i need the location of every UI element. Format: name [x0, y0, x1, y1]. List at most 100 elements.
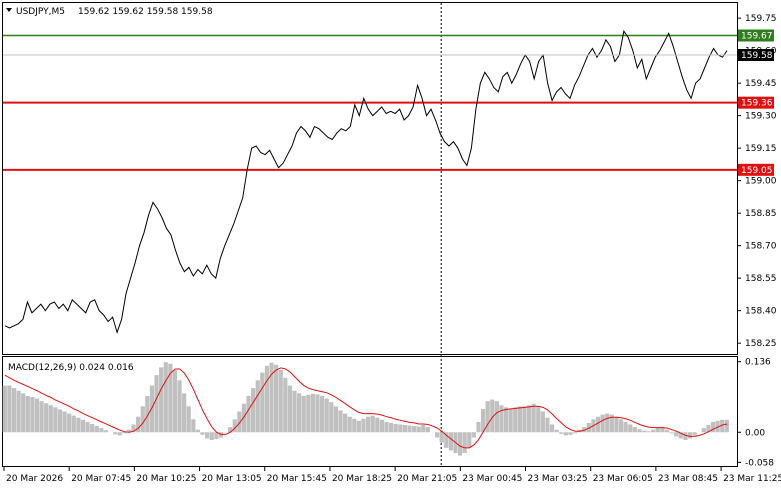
- macd-bar: [62, 411, 67, 433]
- macd-bar: [605, 413, 610, 433]
- macd-bar: [39, 401, 44, 433]
- macd-bar: [44, 403, 49, 433]
- macd-bar: [191, 419, 196, 433]
- macd-bar: [117, 432, 122, 436]
- macd-bar: [522, 406, 527, 433]
- macd-bar: [324, 398, 329, 433]
- macd-bar: [57, 409, 63, 433]
- macd-bar: [90, 423, 95, 433]
- macd-bar: [278, 369, 283, 433]
- macd-bar: [646, 431, 651, 433]
- macd-bar: [67, 413, 72, 433]
- macd-bar: [467, 432, 472, 448]
- macd-bar: [30, 396, 35, 433]
- macd-bar: [85, 421, 90, 433]
- macd-bar: [664, 429, 670, 433]
- time-tick-label-0: 20 Mar 2026: [6, 474, 63, 484]
- macd-bar: [182, 393, 187, 433]
- time-tick-label-4: 20 Mar 15:45: [267, 474, 327, 484]
- macd-bar: [99, 428, 104, 433]
- price-line: [4, 29, 728, 334]
- macd-bar: [494, 401, 499, 433]
- macd-bar: [683, 432, 688, 441]
- macd-bar: [614, 416, 619, 433]
- macd-bar: [416, 426, 421, 433]
- macd-bar: [21, 393, 26, 433]
- macd-bar: [651, 429, 656, 433]
- macd-bar: [476, 421, 481, 433]
- macd-bar: [563, 432, 568, 436]
- level-tag-label-1: 159.36: [741, 99, 773, 109]
- level-tag-label-0: 159.67: [741, 32, 773, 42]
- macd-bar: [674, 432, 679, 437]
- macd-bar: [34, 398, 40, 433]
- macd-bar: [122, 432, 127, 434]
- macd-bar: [655, 428, 660, 433]
- macd-bar: [471, 432, 476, 438]
- macd-bar: [159, 367, 164, 433]
- macd-bar: [347, 416, 352, 433]
- macd-bar: [269, 362, 274, 433]
- macd-bar: [706, 425, 711, 433]
- macd-bar: [218, 432, 224, 438]
- price-tick-label-9: 158.40: [745, 307, 777, 317]
- macd-bar: [260, 372, 265, 433]
- macd-bar: [149, 385, 155, 433]
- macd-bar: [163, 362, 168, 433]
- macd-bar: [724, 419, 729, 433]
- macd-bar: [411, 426, 417, 433]
- macd-bar: [172, 369, 178, 433]
- macd-bar: [710, 421, 716, 433]
- price-tick-label-3: 159.30: [745, 112, 777, 122]
- macd-bar: [53, 407, 58, 433]
- macd-bar: [485, 401, 490, 433]
- level-tag-1: [738, 96, 774, 109]
- macd-bar: [315, 394, 320, 433]
- macd-bar: [439, 432, 444, 443]
- price-tick-label-10: 158.25: [745, 339, 777, 349]
- level-tag-label-2: 159.05: [741, 166, 773, 176]
- macd-bar: [618, 419, 624, 433]
- time-axis: 20 Mar 2026 20 Mar 07:45 20 Mar 10:25 20 Ma…: [3, 466, 781, 484]
- macd-bar: [457, 432, 463, 456]
- macd-bar: [379, 419, 384, 433]
- macd-bar: [549, 424, 555, 433]
- macd-bar: [168, 363, 173, 433]
- macd-bar: [545, 417, 550, 433]
- time-tick-label-9: 23 Mar 06:05: [593, 474, 653, 484]
- macd-axis: 0.136 0.00 -0.058: [737, 358, 774, 468]
- macd-bar: [444, 432, 449, 448]
- macd-bar: [582, 427, 587, 433]
- macd-bar: [241, 403, 247, 433]
- macd-pane[interactable]: [2, 356, 738, 467]
- macd-bar: [200, 432, 205, 435]
- price-tick-label-6: 158.85: [745, 209, 777, 219]
- macd-bar: [600, 414, 605, 433]
- macd-label: MACD(12,26,9) 0.024 0.016: [8, 363, 134, 373]
- time-tick-label-6: 20 Mar 21:05: [397, 474, 457, 484]
- time-tick-label-10: 23 Mar 08:45: [658, 474, 718, 484]
- macd-bar: [687, 432, 693, 439]
- macd-bar: [237, 411, 242, 433]
- macd-bar: [2, 385, 7, 433]
- macd-bar: [136, 416, 141, 433]
- level-tag-0: [738, 29, 774, 42]
- triangle-down-icon[interactable]: [6, 8, 12, 12]
- macd-bar: [720, 419, 725, 433]
- macd-tick-label-0: 0.136: [745, 358, 771, 368]
- macd-bar: [623, 421, 628, 433]
- macd-bar: [370, 415, 375, 433]
- macd-bar: [94, 426, 99, 433]
- macd-bar: [287, 385, 293, 433]
- macd-bar: [320, 395, 325, 433]
- macd-bar: [407, 425, 412, 433]
- macd-tick-label-1: 0.00: [745, 428, 765, 438]
- macd-bar: [195, 429, 201, 433]
- macd-bar: [214, 432, 219, 440]
- macd-bar: [283, 377, 288, 433]
- time-tick-label-1: 20 Mar 07:45: [71, 474, 131, 484]
- macd-bar: [554, 429, 559, 433]
- macd-bar: [632, 427, 637, 433]
- chart-header: USDJPY,M5 159.62 159.62 159.58 159.58: [6, 7, 213, 17]
